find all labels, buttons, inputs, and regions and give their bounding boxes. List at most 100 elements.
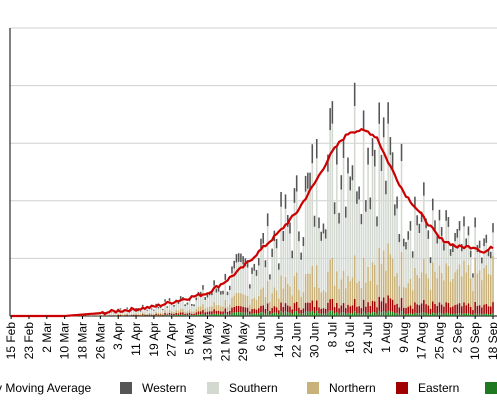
bar-segment-green: [193, 315, 195, 316]
bar-segment-southern: [228, 289, 231, 305]
bar-segment-western: [269, 274, 271, 280]
bar-segment-green: [389, 311, 392, 316]
bar-segment-northern: [231, 297, 233, 308]
bar-segment-western: [233, 260, 235, 269]
bar-segment-green: [347, 312, 349, 316]
bar-segment-northern: [202, 303, 204, 310]
bar-segment-western: [336, 147, 338, 165]
bar-segment-green: [242, 312, 244, 316]
x-tick-label: 17 Aug: [415, 322, 429, 359]
bar-segment-eastern: [150, 314, 153, 316]
x-tick-label: 5 May: [183, 322, 197, 355]
bar-segment-eastern: [474, 301, 476, 314]
bar-segment-western: [162, 308, 164, 310]
bar-segment-green: [264, 313, 267, 316]
bar-segment-eastern: [157, 314, 160, 316]
bar-segment-southern: [400, 161, 403, 252]
bar-segment-southern: [440, 235, 443, 273]
bar-segment-western: [211, 291, 213, 296]
bar-segment-northern: [144, 313, 146, 315]
bar-segment-northern: [182, 308, 184, 313]
bar-segment-southern: [124, 311, 126, 315]
bar-segment-western: [485, 234, 488, 243]
bar-segment-southern: [398, 242, 401, 286]
bar-segment-northern: [469, 278, 472, 307]
bar-segment-northern: [220, 306, 222, 312]
bar-segment-eastern: [242, 306, 244, 313]
bar-segment-northern: [351, 277, 354, 306]
bar-segment-northern: [324, 291, 327, 309]
bar-segment-western: [202, 285, 204, 290]
bar-segment-western: [119, 308, 122, 310]
bar-segment-western: [427, 230, 430, 239]
bar-segment-northern: [168, 309, 171, 313]
bar-segment-southern: [483, 246, 485, 268]
bar-segment-eastern: [195, 312, 198, 315]
bar-segment-western: [141, 304, 144, 307]
bar-segment-northern: [340, 279, 343, 306]
bar-segment-western: [177, 301, 180, 304]
bar-segment-eastern: [309, 302, 311, 312]
bar-segment-southern: [469, 257, 472, 279]
bar-segment-western: [315, 138, 318, 159]
bar-segment-eastern: [188, 312, 191, 315]
bar-segment-northern: [313, 286, 316, 307]
bar-segment-green: [231, 312, 233, 316]
bar-segment-green: [224, 313, 227, 316]
bar-segment-northern: [119, 313, 122, 315]
x-tick-label: 14 Jun: [272, 322, 286, 358]
bar-segment-eastern: [293, 303, 296, 312]
bar-segment-eastern: [431, 301, 434, 313]
bar-segment-western: [452, 244, 454, 252]
bar-segment-eastern: [298, 307, 300, 314]
bar-segment-western: [409, 221, 412, 231]
bar-segment-southern: [344, 217, 347, 289]
bar-segment-northern: [458, 264, 461, 304]
bar-segment-green: [472, 314, 474, 316]
legend-swatch: [396, 382, 408, 394]
bar-segment-northern: [409, 278, 412, 306]
x-tick-label: 26 Mar: [93, 322, 107, 359]
bar-segment-northern: [177, 310, 180, 314]
bar-segment-southern: [240, 262, 242, 294]
bar-segment-green: [177, 315, 180, 316]
bar-segment-southern: [376, 226, 378, 285]
bar-segment-green: [186, 315, 189, 316]
bar-segment-western: [487, 249, 490, 257]
bar-segment-southern: [492, 232, 494, 256]
bar-segment-eastern: [369, 306, 372, 314]
bar-segment-northern: [362, 258, 365, 300]
bar-segment-eastern: [246, 307, 249, 313]
bar-segment-green: [215, 313, 218, 316]
bar-segment-southern: [369, 209, 372, 281]
bar-segment-northern: [302, 292, 305, 309]
bar-segment-southern: [327, 171, 329, 272]
bar-segment-southern: [246, 267, 249, 296]
bar-segment-southern: [195, 300, 198, 309]
bar-segment-green: [387, 310, 389, 316]
bar-segment-northern: [280, 275, 282, 303]
bar-segment-southern: [460, 251, 463, 277]
bar-segment-southern: [298, 241, 300, 290]
bar-segment-southern: [382, 137, 385, 251]
bar-segment-northern: [485, 264, 488, 305]
bar-segment-northern: [193, 311, 195, 314]
bar-segment-northern: [157, 312, 160, 315]
bar-segment-southern: [275, 248, 278, 291]
bar-segment-eastern: [449, 307, 452, 314]
bar-segment-eastern: [262, 305, 264, 312]
bar-segment-eastern: [260, 305, 262, 313]
bar-segment-southern: [90, 314, 93, 316]
bar-segment-northern: [135, 313, 137, 315]
bar-segment-southern: [336, 164, 338, 272]
bar-segment-southern: [97, 314, 99, 316]
bar-segment-northern: [291, 295, 293, 310]
bar-segment-southern: [224, 279, 227, 300]
bar-segment-green: [320, 313, 322, 316]
bar-segment-northern: [353, 255, 356, 299]
bar-segment-eastern: [168, 312, 171, 315]
x-tick-label: 15 Feb: [4, 322, 18, 360]
bar-segment-eastern: [237, 305, 240, 313]
bar-segment-green: [402, 313, 405, 316]
bar-segment-southern: [193, 306, 195, 312]
